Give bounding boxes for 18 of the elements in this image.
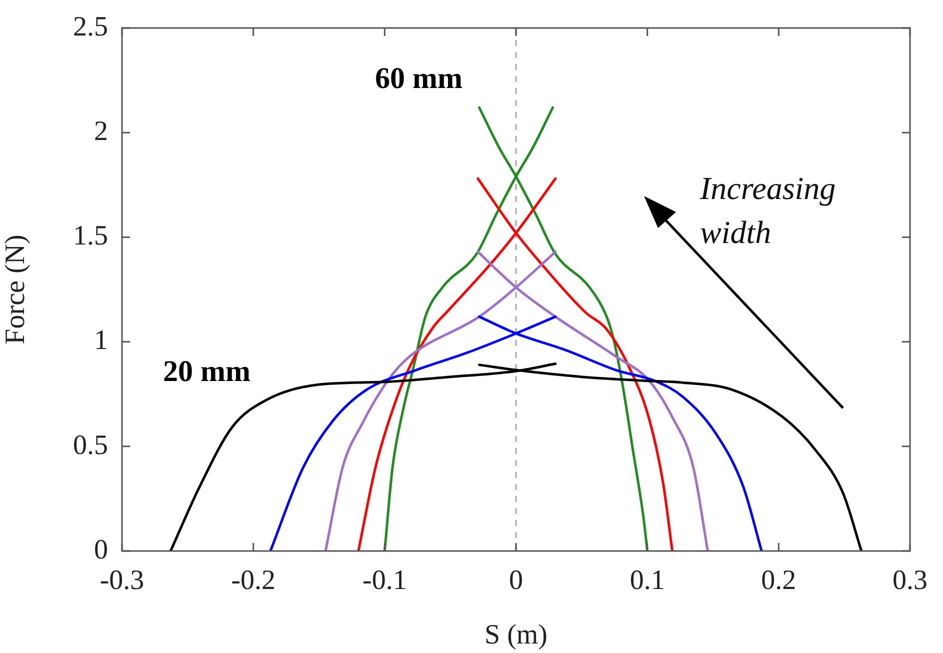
annotation: 20 mm	[163, 355, 250, 389]
x-tick-label: 0.1	[630, 565, 665, 596]
y-axis-title: Force (N)	[0, 234, 32, 344]
y-tick-label: 0.5	[73, 430, 108, 461]
x-tick-label: -0.1	[362, 565, 407, 596]
annotation: 60 mm	[375, 62, 462, 96]
y-tick-label: 1.5	[73, 220, 108, 252]
y-tick-label: 0	[94, 534, 108, 566]
annotation: Increasing width	[700, 169, 837, 252]
x-tick-label: 0.2	[761, 565, 796, 596]
y-tick-label: 2.5	[73, 11, 108, 42]
y-tick-label: 1	[94, 325, 108, 356]
x-tick-label: 0	[509, 565, 523, 596]
x-tick-label: -0.3	[100, 565, 144, 596]
y-tick-label: 2	[94, 116, 108, 147]
x-tick-label: -0.2	[231, 565, 276, 596]
x-tick-label: 0.3	[892, 565, 928, 596]
x-axis-title: S (m)	[484, 620, 548, 651]
